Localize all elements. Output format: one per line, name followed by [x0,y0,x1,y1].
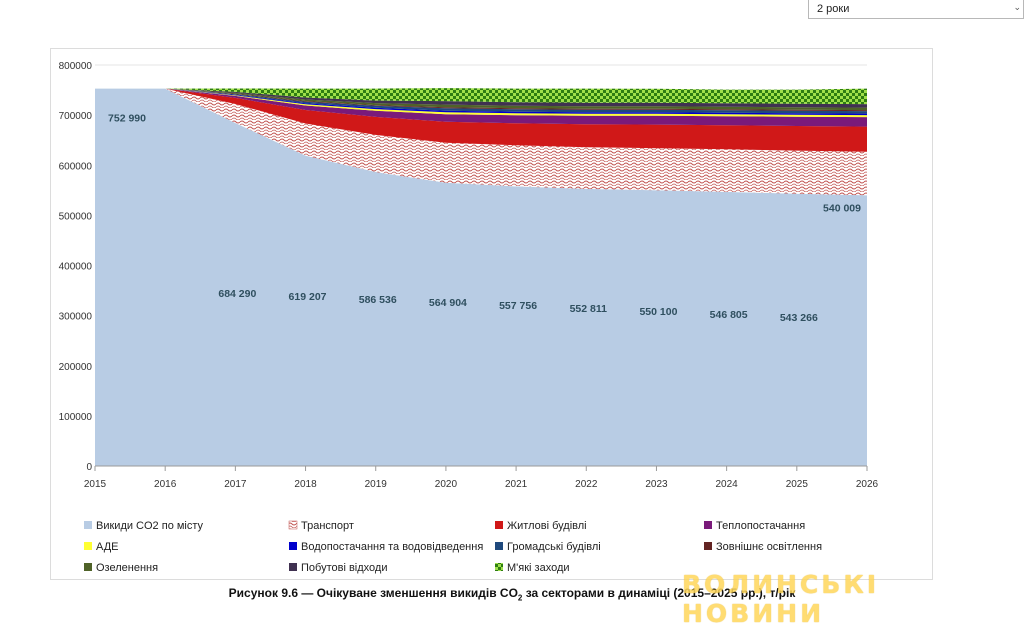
x-tick-label: 2021 [505,479,528,490]
caption-suffix: за секторами в динаміці (2015–2025 рр.),… [522,586,796,600]
data-label: 557 756 [499,300,537,312]
data-label: 546 805 [710,309,748,321]
area-series-8 [95,88,867,111]
data-label: 752 990 [108,113,146,125]
area-series-3 [95,88,867,127]
data-label: 586 536 [359,294,397,306]
legend-label: М'які заходи [507,562,570,574]
legend-swatch [495,542,503,550]
data-label: 552 811 [570,303,608,315]
legend-swatch [495,563,503,571]
area-series-2 [95,88,867,152]
watermark-logo-text: ВОЛИНСЬКІ НОВИНИ [682,570,880,628]
x-tick-label: 2015 [84,479,107,490]
period-select-value: 2 роки [817,3,850,15]
chart-axes: 0 100000 200000 300000 400000 500000 600000 700… [59,61,879,490]
y-tick-label: 100000 [59,412,93,423]
legend-swatch [495,521,503,529]
data-label: 543 266 [780,312,818,324]
legend-label: Зовнішнє освітлення [716,541,822,553]
caption-prefix: Рисунок 9.6 — Очікуване зменшення викиді… [228,586,518,600]
x-tick-label: 2024 [716,479,739,490]
area-series-0 [95,88,867,466]
chevron-down-icon: ⌄ [1013,2,1021,12]
area-series-1 [95,88,867,196]
legend-label: Викиди CO2 по місту [96,520,204,532]
x-tick-label: 2026 [856,479,879,490]
area-series-6 [95,88,867,114]
x-tick-label: 2020 [435,479,458,490]
y-tick-label: 600000 [59,161,93,172]
legend-swatch [289,542,297,550]
legend-swatch [704,542,712,550]
caption-subscript: 2 [517,593,523,603]
x-tick-label: 2018 [294,479,317,490]
x-tick-label: 2025 [786,479,809,490]
x-tick-label: 2023 [645,479,668,490]
x-tick-label: 2017 [224,479,247,490]
y-tick-label: 200000 [59,362,93,373]
legend-label: Громадські будівлі [507,541,601,553]
data-label: 619 207 [289,291,327,303]
chart-data-labels: 752 990 684 290 619 207 586 536 564 904 557 7… [108,113,861,324]
legend-swatch [704,521,712,529]
period-select[interactable]: 2 роки ⌄ [808,0,1024,19]
legend-label: Транспорт [301,520,354,532]
chart-areas [95,88,867,466]
legend-swatch [84,521,92,529]
x-tick-label: 2016 [154,479,177,490]
y-tick-label: 800000 [59,61,93,72]
chart-legend: Викиди CO2 по місту Транспорт Житлові буді… [84,520,822,574]
y-tick-label: 700000 [59,111,93,122]
data-label: 684 290 [218,288,256,300]
data-label: 540 009 [823,202,861,214]
y-tick-label: 300000 [59,312,93,323]
stacked-area-chart: 0 100000 200000 300000 400000 500000 600000 700… [59,61,879,574]
y-tick-label: 0 [86,462,92,473]
area-series-10 [95,88,867,105]
legend-swatch [84,563,92,571]
x-tick-label: 2022 [575,479,598,490]
data-label: 564 904 [429,297,467,309]
legend-label: Побутові відходи [301,562,387,574]
y-tick-label: 400000 [59,262,93,273]
legend-swatch [288,520,298,530]
legend-label: Озеленення [96,562,158,574]
legend-label: Житлові будівлі [507,520,587,532]
x-tick-label: 2019 [365,479,388,490]
legend-swatch [84,542,92,550]
legend-swatch [289,563,297,571]
legend-label: Водопостачання та водовідведення [301,541,483,553]
legend-label: АДЕ [96,541,119,553]
area-series-9 [95,88,867,108]
y-tick-label: 500000 [59,211,93,222]
figure-caption: Рисунок 9.6 — Очікуване зменшення викиді… [0,586,1024,602]
legend-label: Теплопостачання [716,520,805,532]
data-label: 550 100 [639,306,677,318]
